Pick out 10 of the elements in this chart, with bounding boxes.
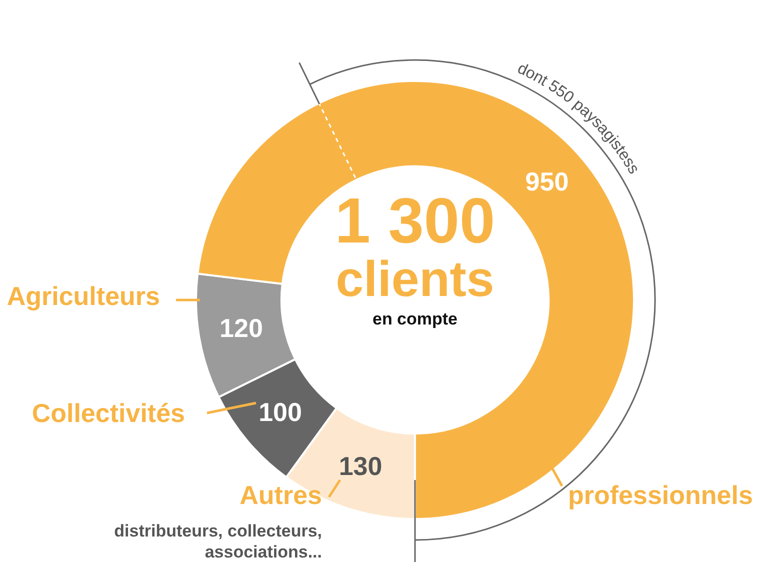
slice-label: professionnels	[568, 480, 753, 510]
data-label: 950	[525, 166, 569, 196]
text: en compte	[372, 310, 458, 329]
slice-label: Autres	[240, 480, 322, 510]
text: distributeurs, collecteurs, associations...	[114, 522, 322, 562]
data-label: 120	[220, 312, 263, 343]
slice-label: Agriculteurs	[6, 281, 160, 312]
slice-label: Collectivités	[32, 398, 185, 428]
data-label: 100	[258, 396, 302, 427]
data-label: 130	[338, 450, 382, 481]
